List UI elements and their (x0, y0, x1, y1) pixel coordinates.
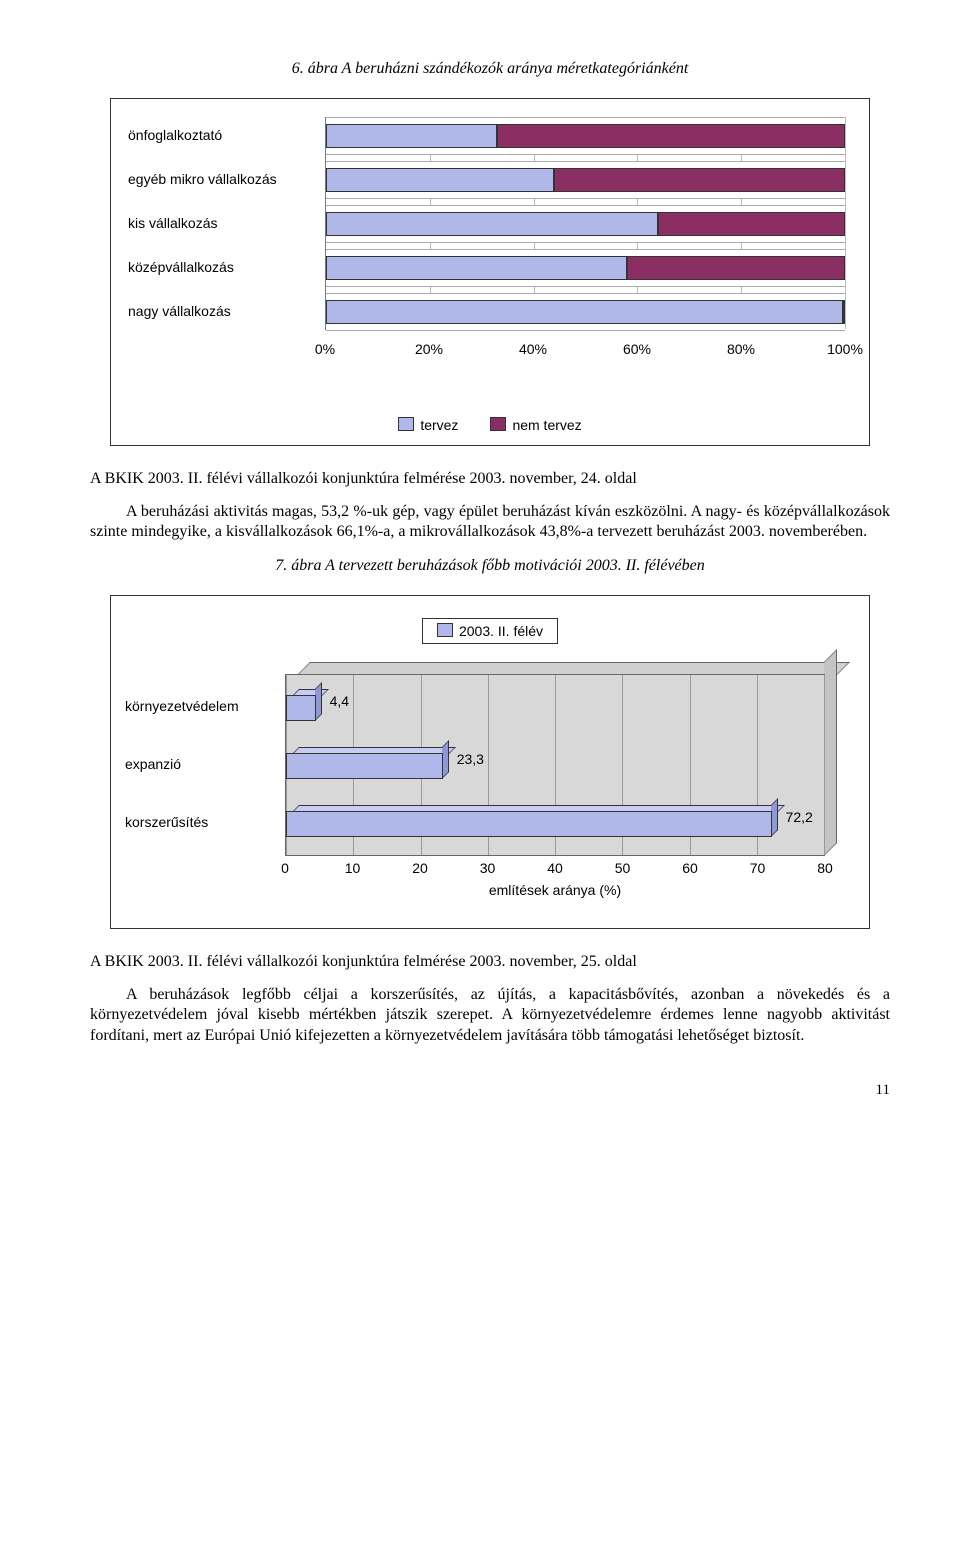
figure6-category-label: nagy vállalkozás (128, 293, 326, 329)
figure7-bar (286, 753, 443, 779)
figure7-value-label: 4,4 (330, 693, 349, 709)
figure7-category-label: korszerűsítés (125, 814, 285, 830)
figure6-category-label: önfoglalkoztató (128, 117, 326, 153)
figure6-bar-segment (326, 300, 843, 324)
page-number: 11 (90, 1082, 890, 1099)
figure7-title: 7. ábra A tervezett beruházások főbb mot… (90, 557, 890, 575)
figure6-bar-segment (497, 124, 845, 148)
figure7-category-label: környezetvédelem (125, 698, 285, 714)
figure6-xtick: 60% (623, 341, 651, 357)
figure7-chart: 2003. II. félév 4,4 23,3 72,2 említések ar… (110, 595, 870, 929)
figure6-xtick: 40% (519, 341, 547, 357)
figure7-xtick: 40 (547, 860, 563, 876)
legend-label-tervez: tervez (420, 417, 458, 433)
figure7-legend: 2003. II. félév (422, 618, 558, 644)
figure7-xtick: 60 (682, 860, 698, 876)
figure6-xtick: 100% (827, 341, 863, 357)
figure7-xtick: 20 (412, 860, 428, 876)
figure6-bar-segment (554, 168, 845, 192)
figure7-bar (286, 811, 772, 837)
figure6-plot: önfoglalkoztatóegyéb mikro vállalkozáski… (325, 117, 845, 369)
figure7-source: A BKIK 2003. II. félévi vállalkozói konj… (90, 953, 890, 971)
legend-item-nem-tervez: nem tervez (490, 417, 581, 433)
figure6-title: 6. ábra A beruházni szándékozók aránya m… (90, 60, 890, 78)
figure7-category-label: expanzió (125, 756, 285, 772)
figure6-bar-segment (627, 256, 845, 280)
figure6-bar-segment (843, 300, 845, 324)
figure6-category-label: egyéb mikro vállalkozás (128, 161, 326, 197)
figure7-xtick: 30 (480, 860, 496, 876)
paragraph-1: A beruházási aktivitás magas, 53,2 %-uk … (90, 502, 890, 543)
figure7-value-label: 72,2 (786, 809, 813, 825)
figure6-bar-segment (326, 256, 627, 280)
figure7-xtick: 10 (345, 860, 361, 876)
figure6-source: A BKIK 2003. II. félévi vállalkozói konj… (90, 470, 890, 488)
figure6-xtick: 0% (315, 341, 335, 357)
figure6-legend: tervez nem tervez (135, 417, 845, 433)
figure7-xtick: 80 (817, 860, 833, 876)
figure7-xtick: 50 (615, 860, 631, 876)
figure6-xtick: 20% (415, 341, 443, 357)
figure6-chart: önfoglalkoztató egyéb mikro vállalkozás ki… (110, 98, 870, 446)
figure7-value-label: 23,3 (457, 751, 484, 767)
paragraph-2: A beruházások legfőbb céljai a korszerűs… (90, 985, 890, 1046)
figure6-bar-segment (326, 168, 554, 192)
figure7-xlabel: említések aránya (%) (285, 882, 825, 898)
figure6-bar-segment (326, 212, 658, 236)
figure6-bar-segment (658, 212, 845, 236)
figure6-bar-segment (326, 124, 497, 148)
figure6-category-label: kis vállalkozás (128, 205, 326, 241)
figure6-category-label: középvállalkozás (128, 249, 326, 285)
legend-label-nem-tervez: nem tervez (512, 417, 581, 433)
legend-item-tervez: tervez (398, 417, 458, 433)
figure7-bar (286, 695, 316, 721)
figure7-xtick: 70 (750, 860, 766, 876)
figure7-plot: 4,423,372,2 említések aránya (%) 0102030… (285, 674, 845, 904)
figure7-legend-label: 2003. II. félév (459, 623, 543, 639)
figure7-xtick: 0 (281, 860, 289, 876)
figure6-xtick: 80% (727, 341, 755, 357)
